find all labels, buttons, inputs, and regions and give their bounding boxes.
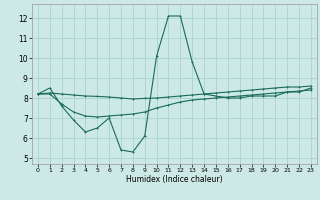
X-axis label: Humidex (Indice chaleur): Humidex (Indice chaleur) — [126, 175, 223, 184]
